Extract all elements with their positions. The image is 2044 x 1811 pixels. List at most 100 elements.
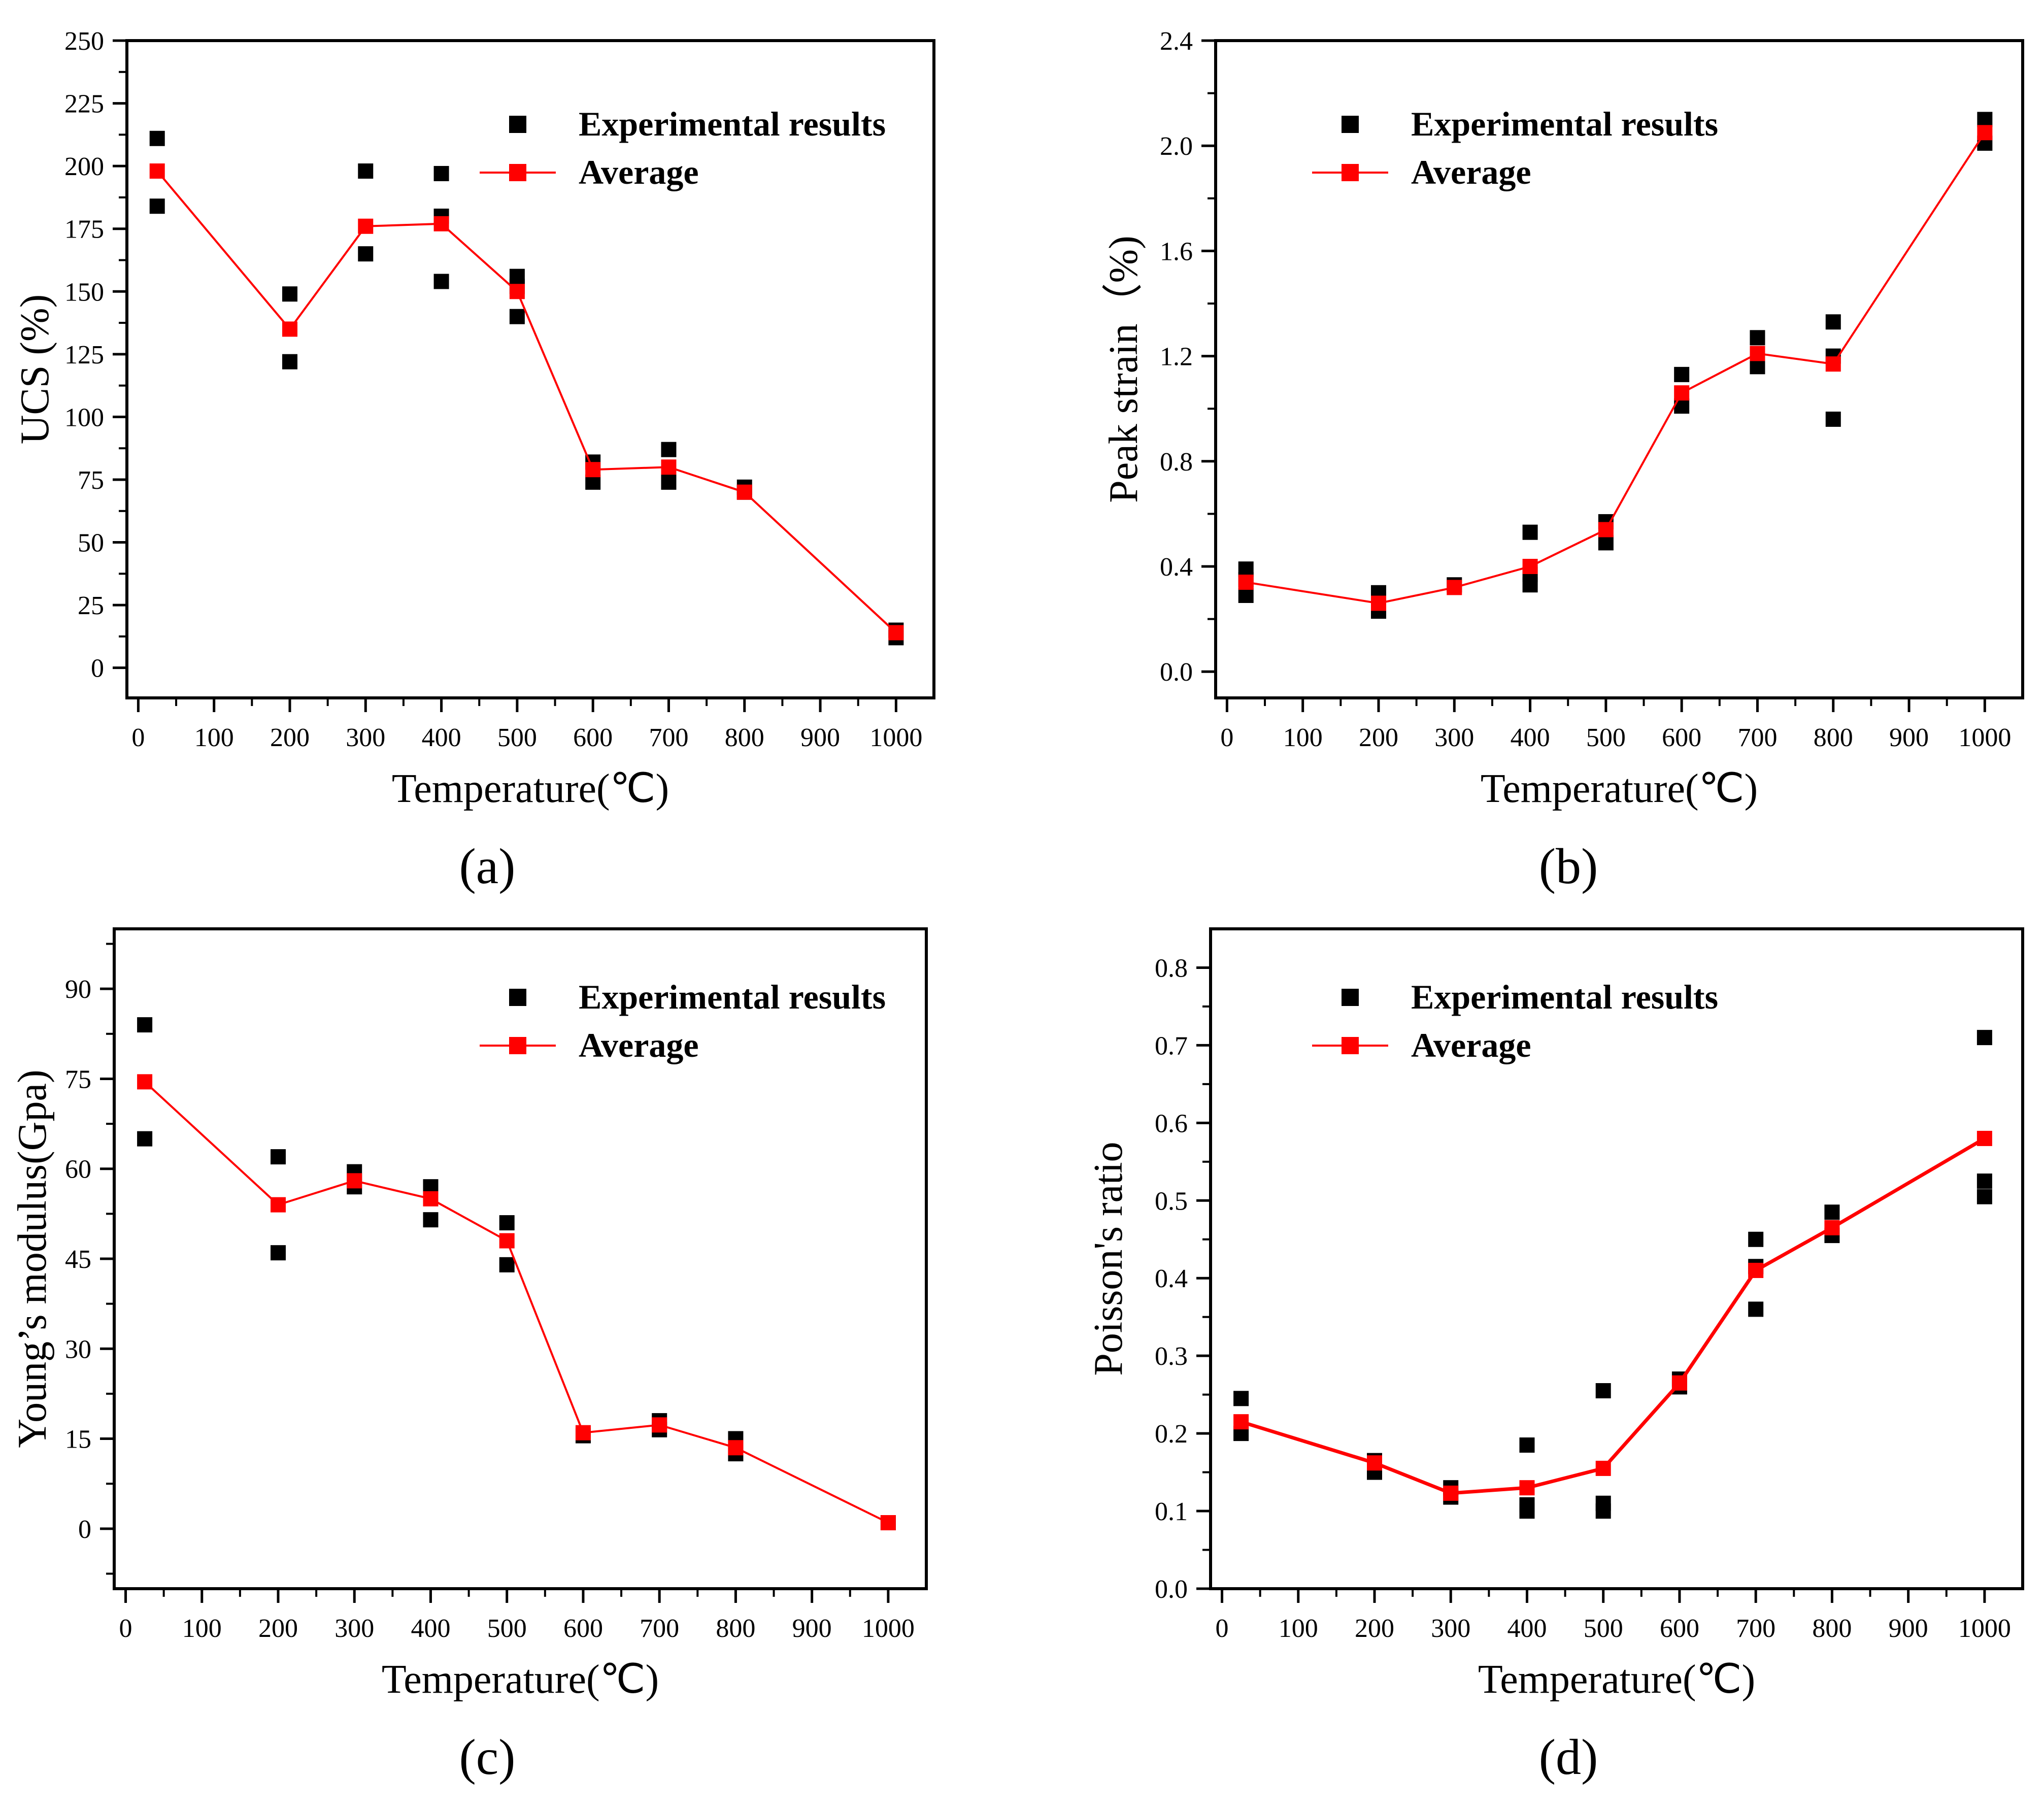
x-tick-label: 500: [487, 1614, 527, 1643]
x-tick-label: 500: [1584, 1614, 1623, 1643]
x-tick-label: 500: [1586, 723, 1626, 752]
y-tick-label: 2.4: [1160, 27, 1193, 56]
average-point: [1671, 1375, 1687, 1391]
plot-frame: [125, 39, 935, 699]
y-tick-label: 0.3: [1155, 1342, 1188, 1371]
legend-average-marker: [509, 164, 526, 181]
experimental-point: [661, 474, 677, 490]
y-tick-label: 0.2: [1155, 1420, 1188, 1449]
x-tick-label: 600: [1660, 1614, 1699, 1643]
x-axis-title: Temperature(℃): [392, 766, 669, 811]
legend-average-label: Average: [579, 153, 699, 191]
average-point: [1367, 1455, 1383, 1471]
x-tick-label: 300: [334, 1614, 374, 1643]
y-tick-label: 200: [64, 152, 104, 181]
experimental-point: [661, 442, 677, 457]
y-axis-title: Peak strain（%): [1101, 236, 1146, 503]
x-tick-label: 900: [1889, 1614, 1928, 1643]
x-tick-label: 1000: [869, 723, 922, 752]
y-tick-label: 75: [78, 466, 104, 495]
x-axis-title: Temperature(℃): [1481, 766, 1758, 811]
average-line: [156, 170, 897, 633]
x-tick-label: 400: [1507, 1614, 1547, 1643]
y-tick-label: 125: [64, 341, 104, 370]
x-tick-label: 100: [1283, 723, 1323, 752]
experimental-point: [509, 309, 525, 324]
average-point: [1519, 1480, 1535, 1496]
y-tick-label: 75: [65, 1065, 91, 1094]
average-line: [1246, 132, 1986, 605]
legend: Experimental results Average: [480, 105, 886, 191]
y-tick-label: 0.8: [1155, 954, 1188, 983]
x-tick-label: 300: [1431, 1614, 1470, 1643]
average-point: [1674, 385, 1690, 401]
y-tick-label: 0.8: [1160, 448, 1193, 477]
y-tick-label: 0.1: [1155, 1497, 1188, 1526]
x-tick-label: 1000: [1958, 723, 2011, 752]
y-axis-title: Poisson's ratio: [1086, 1142, 1131, 1376]
x-tick-label: 700: [649, 723, 688, 752]
experimental-point: [433, 274, 449, 289]
x-axis-title: Temperature(℃): [1478, 1657, 1755, 1702]
legend-experimental-marker: [1342, 989, 1359, 1006]
legend: Experimental results Average: [480, 978, 886, 1064]
y-tick-label: 0.5: [1155, 1187, 1188, 1216]
experimental-point: [271, 1245, 286, 1261]
experimental-point: [1824, 1204, 1840, 1220]
average-point: [585, 462, 601, 478]
y-tick-label: 45: [65, 1245, 91, 1274]
y-tick-label: 225: [64, 90, 104, 119]
average-point: [1825, 356, 1841, 372]
average-point: [509, 284, 525, 299]
experimental-point: [149, 130, 165, 146]
experimental-point: [137, 1017, 153, 1033]
y-tick-label: 150: [64, 278, 104, 307]
x-tick-label: 300: [1434, 723, 1474, 752]
experimental-point: [423, 1212, 439, 1228]
experimental-point: [1595, 1383, 1611, 1398]
average-point: [575, 1425, 591, 1440]
x-tick-label: 900: [800, 723, 840, 752]
experimental-point: [1238, 587, 1254, 603]
legend-experimental-label: Experimental results: [579, 978, 886, 1016]
x-tick-label: 200: [1355, 1614, 1394, 1643]
y-tick-label: 250: [64, 27, 104, 56]
y-tick-label: 1.6: [1160, 237, 1193, 266]
legend-average-label: Average: [1411, 153, 1531, 191]
x-tick-label: 800: [725, 723, 764, 752]
x-tick-label: 800: [1814, 723, 1853, 752]
experimental-point: [282, 354, 297, 370]
panel-label: (d): [1539, 1729, 1598, 1785]
legend: Experimental results Average: [1312, 105, 1718, 191]
experimental-point: [433, 165, 449, 181]
y-tick-label: 0.6: [1155, 1109, 1188, 1138]
x-tick-label: 500: [497, 723, 537, 752]
x-tick-label: 0: [131, 723, 145, 752]
y-tick-label: 0.0: [1160, 658, 1193, 687]
average-line: [1241, 1136, 1986, 1495]
experimental-point: [1674, 366, 1690, 382]
experimental-point: [1519, 1437, 1535, 1453]
plot-frame: [1214, 39, 2024, 699]
average-point: [1370, 595, 1386, 611]
x-tick-label: 100: [194, 723, 234, 752]
x-tick-label: 800: [1812, 1614, 1852, 1643]
average-line: [144, 1081, 889, 1524]
average-point: [661, 459, 677, 475]
experimental-point: [499, 1215, 515, 1231]
x-axis-title: Temperature(℃): [382, 1657, 659, 1702]
average-point: [1233, 1414, 1249, 1430]
y-tick-label: 15: [65, 1425, 91, 1454]
x-tick-label: 1000: [1958, 1614, 2011, 1643]
experimental-point: [137, 1131, 153, 1147]
experimental-point: [1522, 577, 1538, 593]
legend-experimental-marker: [509, 989, 526, 1006]
y-tick-label: 0.0: [1155, 1575, 1188, 1604]
x-tick-label: 200: [258, 1614, 298, 1643]
average-point: [149, 163, 165, 179]
experimental-point: [1976, 1173, 1992, 1189]
x-tick-label: 400: [422, 723, 461, 752]
experimental-point: [1750, 330, 1765, 346]
y-tick-label: 0: [91, 654, 104, 683]
